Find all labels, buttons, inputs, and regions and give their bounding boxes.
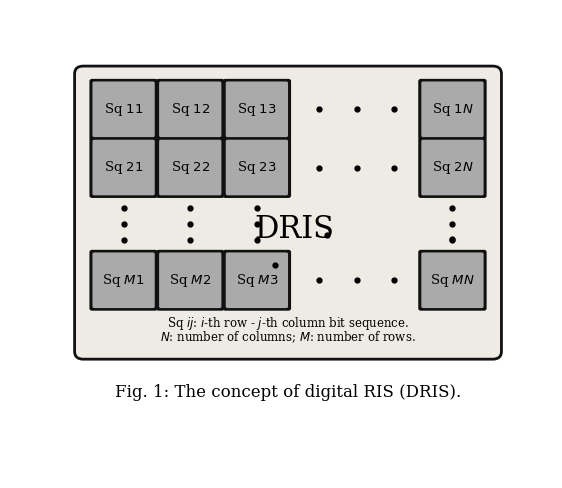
FancyBboxPatch shape <box>89 250 158 311</box>
Text: $\mathit{N}$: number of columns; $\mathit{M}$: number of rows.: $\mathit{N}$: number of columns; $\mathi… <box>160 329 416 345</box>
Text: Sq $\mathit{M3}$: Sq $\mathit{M3}$ <box>235 272 278 289</box>
FancyBboxPatch shape <box>93 140 155 195</box>
FancyBboxPatch shape <box>159 81 221 137</box>
FancyBboxPatch shape <box>422 140 483 195</box>
Text: Sq $\mathit{2N}$: Sq $\mathit{2N}$ <box>432 159 473 176</box>
FancyBboxPatch shape <box>159 252 221 308</box>
Text: Sq $\mathit{22}$: Sq $\mathit{22}$ <box>171 159 210 176</box>
Text: Sq $\mathit{M2}$: Sq $\mathit{M2}$ <box>169 272 211 289</box>
Text: Sq $\mathit{12}$: Sq $\mathit{12}$ <box>171 101 210 118</box>
FancyBboxPatch shape <box>89 79 158 140</box>
Text: Sq $\mathit{M1}$: Sq $\mathit{M1}$ <box>102 272 145 289</box>
FancyBboxPatch shape <box>89 137 158 198</box>
FancyBboxPatch shape <box>93 252 155 308</box>
FancyBboxPatch shape <box>418 137 487 198</box>
FancyBboxPatch shape <box>226 252 288 308</box>
FancyBboxPatch shape <box>418 250 487 311</box>
FancyBboxPatch shape <box>226 81 288 137</box>
FancyBboxPatch shape <box>226 140 288 195</box>
FancyBboxPatch shape <box>156 137 224 198</box>
FancyBboxPatch shape <box>223 137 291 198</box>
FancyBboxPatch shape <box>93 81 155 137</box>
Text: Sq $\mathit{1N}$: Sq $\mathit{1N}$ <box>432 101 473 118</box>
FancyBboxPatch shape <box>159 140 221 195</box>
FancyBboxPatch shape <box>223 250 291 311</box>
Text: Sq $\mathit{23}$: Sq $\mathit{23}$ <box>237 159 277 176</box>
FancyBboxPatch shape <box>75 66 501 359</box>
Text: Fig. 1: The concept of digital RIS (DRIS).: Fig. 1: The concept of digital RIS (DRIS… <box>115 385 461 402</box>
FancyBboxPatch shape <box>156 250 224 311</box>
Text: Sq $\mathit{21}$: Sq $\mathit{21}$ <box>104 159 143 176</box>
FancyBboxPatch shape <box>223 79 291 140</box>
FancyBboxPatch shape <box>422 81 483 137</box>
Text: Sq $\mathit{13}$: Sq $\mathit{13}$ <box>237 101 277 118</box>
Text: DRIS: DRIS <box>255 214 334 245</box>
FancyBboxPatch shape <box>156 79 224 140</box>
FancyBboxPatch shape <box>418 79 487 140</box>
FancyBboxPatch shape <box>422 252 483 308</box>
Text: Sq $\mathit{ij}$: $\mathit{i}$-th row - $\mathit{j}$-th column bit sequence.: Sq $\mathit{ij}$: $\mathit{i}$-th row - … <box>167 315 409 332</box>
Text: Sq $\mathit{MN}$: Sq $\mathit{MN}$ <box>430 272 475 289</box>
Text: Sq $\mathit{11}$: Sq $\mathit{11}$ <box>104 101 143 118</box>
